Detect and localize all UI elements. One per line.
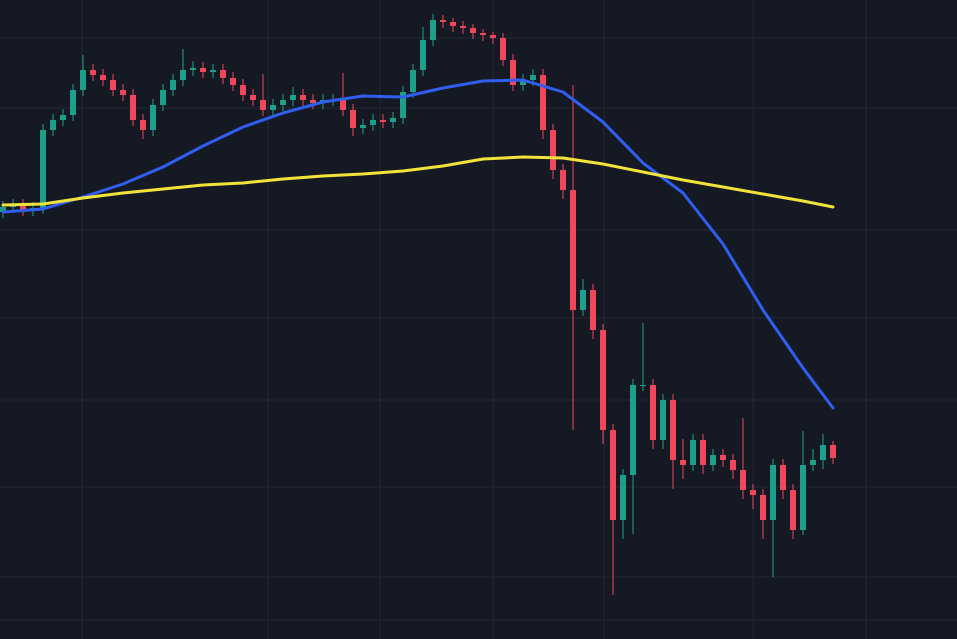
candle-body [250,95,256,100]
candle-body [110,80,116,90]
candle-body [550,130,556,170]
candle-body [130,95,136,120]
candle-body [510,60,516,85]
candle-body [720,455,726,460]
candle-body [480,33,486,35]
candle-body [710,455,716,465]
candle-body [120,90,126,95]
candle-body [690,440,696,465]
candle-body [430,20,436,40]
candle-body [670,400,676,460]
candle-body [150,105,156,130]
candle-body [520,80,526,85]
candle-body [310,100,316,103]
candle-body [570,190,576,310]
candle-body [620,475,626,520]
candle-body [140,120,146,130]
candle-body [270,105,276,110]
candle-body [470,28,476,33]
candle-body [460,26,466,28]
candle-body [810,460,816,465]
candle-body [780,465,786,490]
moving-average-line [1,155,835,209]
candle-body [90,70,96,75]
candle-body [420,40,426,70]
candle-body [210,70,216,72]
candle-body [450,22,456,26]
candle-body [590,290,596,330]
candle-body [20,205,26,210]
candle-body [560,170,566,190]
candle-body [500,38,506,60]
candle-body [610,430,616,520]
candle-body [800,465,806,530]
candle-body [200,68,206,72]
candle-body [260,100,266,110]
candle-body [660,400,666,440]
candle-body [400,92,406,118]
candle-body [60,115,66,120]
candle-body [390,118,396,122]
candle-body [190,68,196,70]
candle-body [370,120,376,125]
candle-body [340,100,346,110]
candle-body [300,95,306,100]
candle-body [410,70,416,92]
candle-body [220,70,226,78]
candle-body [700,440,706,465]
candle-body [750,490,756,495]
candle-body [380,120,386,122]
candle-body [350,110,356,128]
candle-body [360,125,366,128]
candle-body [580,290,586,310]
candle-body [0,207,6,212]
candle-body [820,445,826,460]
candle-body [290,95,296,100]
candle-body [280,100,286,105]
candle-body [760,495,766,520]
candle-body [230,78,236,85]
candle-body [630,385,636,475]
candle-body [40,130,46,208]
candle-body [740,470,746,490]
candle-body [830,445,836,458]
candle-body [160,90,166,105]
candle-body [180,70,186,80]
candle-body [490,35,496,38]
candle-body [790,490,796,530]
candle-body [540,75,546,130]
candle-body [650,385,656,440]
candle-body [730,460,736,470]
candle-body [640,385,646,386]
candle-body [50,120,56,130]
candle-body [80,70,86,90]
candle-body [70,90,76,115]
moving-average-line [1,78,835,410]
candle-body [170,80,176,90]
candle-body [530,75,536,80]
candle-body [600,330,606,430]
candle-body [770,465,776,520]
candle-body [100,75,106,80]
candle-body [440,20,446,22]
candle-body [240,85,246,95]
candle-body [680,460,686,465]
